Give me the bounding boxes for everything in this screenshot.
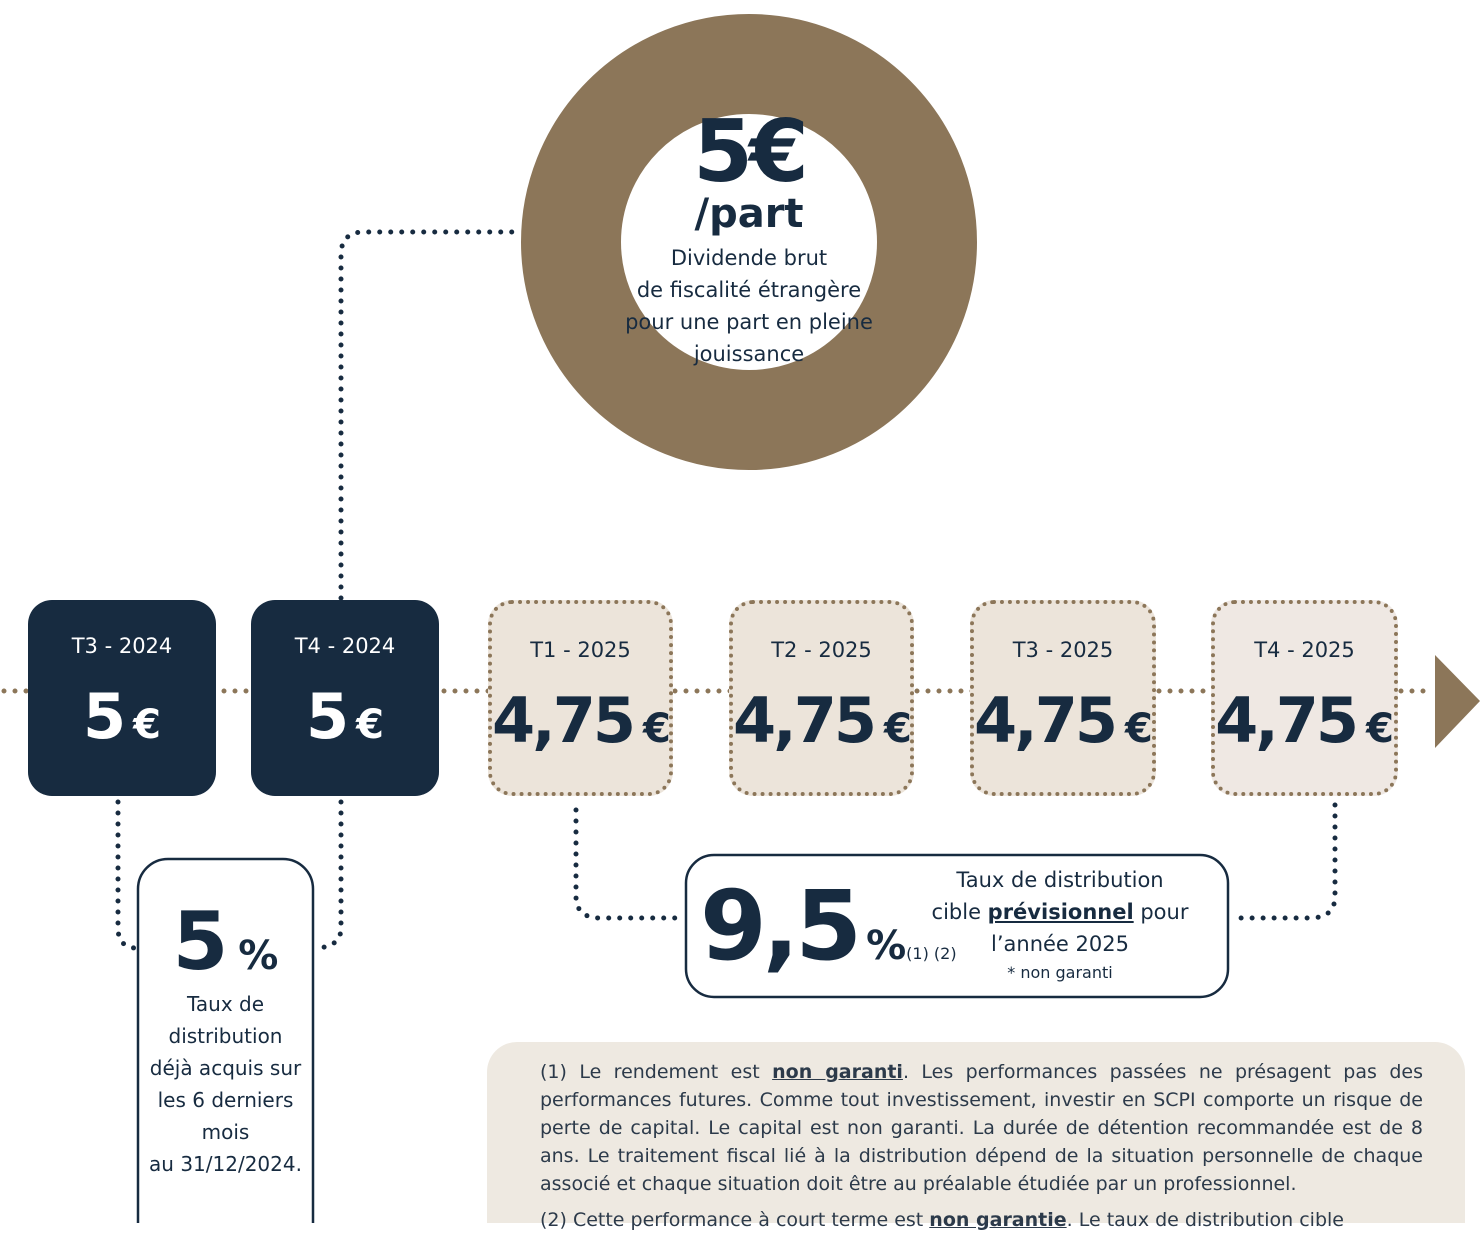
quarter-box: T4 - 2024 5 € <box>251 600 439 796</box>
arrow <box>1435 655 1480 748</box>
circle-caption: Dividende brut de fiscalité étrangère pour… <box>620 242 878 370</box>
link <box>315 799 344 951</box>
target-unit: % <box>866 923 907 969</box>
target-box <box>684 853 1230 999</box>
quarter-currency: € <box>883 706 912 752</box>
link <box>115 799 137 951</box>
acquired-caption: Taux de distribution déjà acquis sur les 6 … <box>138 988 313 1180</box>
acquired-unit: % <box>238 933 279 979</box>
circle-amount: 5€ <box>693 102 809 202</box>
ring <box>521 14 977 470</box>
footnote-bold: non garantie <box>929 1209 1067 1231</box>
quarter-amount: 5 <box>83 680 126 753</box>
quarter-period: T4 - 2025 <box>1254 638 1355 662</box>
footnote-text: (2) Cette performance à court terme est <box>540 1209 930 1231</box>
circle-unit: /part <box>694 191 804 237</box>
quarter-currency: € <box>133 702 161 748</box>
caption-line: mois <box>201 1120 250 1144</box>
link <box>1229 802 1338 921</box>
caption-line: distribution <box>168 1024 283 1048</box>
caption-text: pour l’année 2025 <box>991 900 1189 956</box>
quarter-period: T4 - 2024 <box>294 634 396 658</box>
quarter-period: T1 - 2025 <box>530 638 631 662</box>
quarter-amount: 4,75 <box>974 684 1118 757</box>
caption-line: pour une part en pleine <box>625 310 873 334</box>
quarter-period: T2 - 2025 <box>771 638 872 662</box>
quarter-amount: 5 <box>306 680 349 753</box>
caption-line: Dividende brut <box>670 246 828 270</box>
circle-content: 5€ /part Dividende brut de fiscalité étra… <box>620 102 878 370</box>
acquired-content: 5% Taux de distribution déjà acquis sur les… <box>138 895 313 1180</box>
quarter-amount: 4,75 <box>492 684 636 757</box>
quarter-amount: 4,75 <box>733 684 877 757</box>
caption-line: au 31/12/2024. <box>149 1152 302 1176</box>
quarter-box: T3 - 2025 4,75 € <box>970 600 1156 796</box>
footnote-bold: non garanti <box>772 1061 903 1083</box>
acquired-box <box>136 857 315 1223</box>
target-value: 9,5 <box>700 870 862 982</box>
target-caption: Taux de distribution cible prévisionnel … <box>930 864 1190 986</box>
quarter-box: T4 - 2025 4,75 € <box>1211 600 1398 796</box>
link <box>573 807 683 921</box>
quarter-amount: 4,75 <box>1215 684 1359 757</box>
quarter-amount-line: 4,75 € <box>974 684 1153 757</box>
footnote-text: . Les performances passées ne présagent … <box>540 1061 1423 1195</box>
caption-line: déjà acquis sur <box>149 1056 302 1080</box>
target-note: * non garanti <box>1007 963 1113 982</box>
caption-line: les 6 derniers <box>157 1088 294 1112</box>
target-refs: (1) (2) <box>906 944 957 963</box>
quarter-amount-line: 5 € <box>28 680 216 753</box>
quarter-box: T1 - 2025 4,75 € <box>488 600 673 796</box>
link <box>338 229 517 601</box>
quarter-amount-line: 4,75 € <box>492 684 671 757</box>
quarter-currency: € <box>356 702 384 748</box>
quarter-amount-line: 5 € <box>251 680 439 753</box>
target-value-group: 9,5 %(1) (2) <box>700 870 957 982</box>
caption-line: jouissance <box>693 342 805 366</box>
caption-bold: prévisionnel <box>987 900 1134 924</box>
caption-line: de fiscalité étrangère <box>636 278 862 302</box>
quarter-period: T3 - 2024 <box>71 634 173 658</box>
quarter-box: T3 - 2024 5 € <box>28 600 216 796</box>
footnote-text: . Le taux de distribution cible <box>1066 1209 1344 1231</box>
caption-line: Taux de <box>186 992 265 1016</box>
footnote-text: (1) Le rendement est <box>540 1061 773 1083</box>
caption-text: Taux de distribution cible <box>931 868 1164 924</box>
quarter-currency: € <box>642 706 671 752</box>
quarter-amount-line: 4,75 € <box>1215 684 1394 757</box>
footnote: (1) Le rendement est non garanti. Les pe… <box>540 1058 1423 1198</box>
quarter-currency: € <box>1366 706 1394 752</box>
footnote-box <box>487 1042 1465 1223</box>
quarter-box: T2 - 2025 4,75 € <box>729 600 914 796</box>
footnote: (2) Cette performance à court terme est … <box>540 1206 1423 1234</box>
quarter-amount-line: 4,75 € <box>733 684 912 757</box>
quarter-period: T3 - 2025 <box>1012 638 1114 662</box>
acquired-value: 5 <box>172 895 229 988</box>
footnotes: (1) Le rendement est non garanti. Les pe… <box>540 1058 1423 1242</box>
quarter-currency: € <box>1124 706 1153 752</box>
